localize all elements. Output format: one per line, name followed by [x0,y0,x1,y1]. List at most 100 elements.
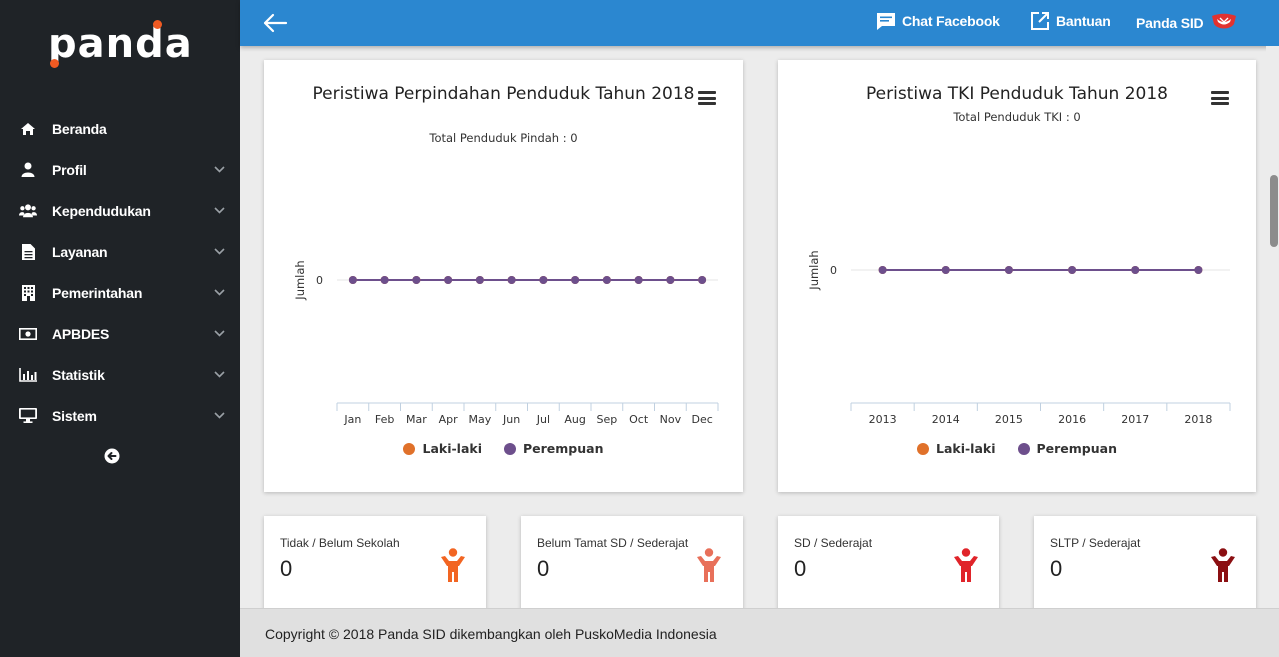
chart-subtitle: Total Penduduk Pindah : 0 [429,131,578,145]
data-point-perempuan [507,276,516,284]
chart-card-perpindahan: Peristiwa Perpindahan Penduduk Tahun 201… [264,60,743,492]
legend-item-laki-laki[interactable]: Laki-laki [916,441,996,456]
stat-label: SLTP / Sederajat [1050,536,1141,550]
x-tick-label: 2017 [1121,413,1149,426]
legend-label: Laki-laki [935,441,996,456]
logo-dot-icon [153,20,162,29]
monitor-icon [19,407,37,425]
sidebar-item-label: Profil [52,161,87,178]
stat-label: SD / Sederajat [794,536,873,550]
building-icon [19,284,37,302]
scrollbar-track[interactable] [1266,46,1279,608]
x-tick-label: Apr [439,413,459,426]
sidebar-item-label: Layanan [52,243,108,260]
sidebar-item-label: Pemerintahan [52,284,143,301]
stat-card-sltp: SLTP / Sederajat 0 [1034,516,1256,616]
x-tick-label: 2013 [869,413,897,426]
sidebar-item-profil[interactable]: Profil [0,149,240,190]
chart-menu-icon[interactable] [1211,91,1229,105]
person-icon [697,548,721,582]
logo-dot-icon [50,59,59,68]
bar-chart-icon [19,366,37,384]
x-tick-label: Jan [343,413,361,426]
x-tick-label: 2018 [1184,413,1212,426]
sidebar-item-label: Beranda [52,120,107,137]
legend-item-perempuan[interactable]: Perempuan [504,441,604,456]
money-icon [19,325,37,343]
y-tick-label: 0 [316,274,323,287]
sidebar-item-statistik[interactable]: Statistik [0,354,240,395]
sidebar: panda Beranda Profil Kependudukan [0,0,240,657]
stat-value: 0 [1050,556,1063,581]
data-point-perempuan [666,276,675,284]
x-tick-label: Oct [629,413,649,426]
legend-item-perempuan[interactable]: Perempuan [1017,441,1117,456]
data-point-perempuan [348,276,357,284]
chevron-down-icon [212,409,226,423]
data-point-perempuan [1068,266,1077,274]
chevron-down-icon [212,245,226,259]
back-button[interactable] [262,12,288,34]
person-icon [954,548,978,582]
data-point-perempuan [539,276,548,284]
sidebar-item-layanan[interactable]: Layanan [0,231,240,272]
logo-text: panda [48,21,193,67]
sidebar-item-label: Sistem [52,407,97,424]
data-point-perempuan [412,276,421,284]
help-label: Bantuan [1056,13,1111,29]
sidebar-item-label: APBDES [52,325,110,342]
stat-value: 0 [280,556,293,581]
stat-card-belum-tamat-sd: Belum Tamat SD / Sederajat 0 [521,516,743,616]
x-tick-label: May [469,413,492,426]
sidebar-item-apbdes[interactable]: APBDES [0,313,240,354]
y-axis-label: Jumlah [293,260,307,300]
document-icon [19,243,37,261]
person-icon [441,548,465,582]
legend-label: Perempuan [523,441,604,456]
collapse-sidebar-button[interactable] [104,448,122,466]
chart-title: Peristiwa TKI Penduduk Tahun 2018 [866,84,1168,104]
home-icon [19,120,37,138]
user-avatar-icon [1212,13,1237,29]
chevron-down-icon [212,163,226,177]
stat-label: Tidak / Belum Sekolah [280,536,400,550]
arrow-left-circle-icon [104,448,120,464]
scrollbar-thumb[interactable] [1270,175,1278,247]
data-point-perempuan [634,276,643,284]
chevron-down-icon [212,204,226,218]
footer-copyright: Copyright © 2018 Panda SID dikembangkan … [265,626,717,642]
data-point-perempuan [380,276,389,284]
x-tick-label: 2014 [932,413,960,426]
sidebar-item-beranda[interactable]: Beranda [0,108,240,149]
chart-menu-icon[interactable] [698,91,716,105]
sidebar-item-pemerintahan[interactable]: Pemerintahan [0,272,240,313]
chart-legend: Laki-laki Perempuan [264,441,743,456]
x-tick-label: 2015 [995,413,1023,426]
chat-facebook-link[interactable]: Chat Facebook [876,0,1000,42]
sidebar-item-label: Kependudukan [52,202,151,219]
x-tick-label: Dec [691,413,712,426]
x-tick-label: 2016 [1058,413,1086,426]
help-link[interactable]: Bantuan [1030,0,1111,42]
x-tick-label: Feb [375,413,394,426]
x-tick-label: Mar [406,413,427,426]
chart-title: Peristiwa Perpindahan Penduduk Tahun 201… [312,84,695,104]
stat-value: 0 [794,556,807,581]
sidebar-item-kependudukan[interactable]: Kependudukan [0,190,240,231]
chevron-down-icon [212,327,226,341]
user-icon [19,161,37,179]
x-tick-label: Jul [536,413,550,426]
legend-marker [504,442,516,455]
sidebar-item-label: Statistik [52,366,105,383]
sidebar-item-sistem[interactable]: Sistem [0,395,240,436]
chart-legend: Laki-laki Perempuan [778,441,1256,456]
legend-marker [1017,442,1030,455]
panda-logo[interactable]: panda [48,18,198,70]
user-menu[interactable]: Panda SID [1136,2,1237,44]
data-point-perempuan [1004,266,1013,274]
data-point-perempuan [1131,266,1140,274]
sidebar-menu: Beranda Profil Kependudukan Layanan [0,108,240,436]
legend-item-laki-laki[interactable]: Laki-laki [403,441,482,456]
x-tick-label: Nov [660,413,682,426]
stat-label: Belum Tamat SD / Sederajat [537,536,689,550]
